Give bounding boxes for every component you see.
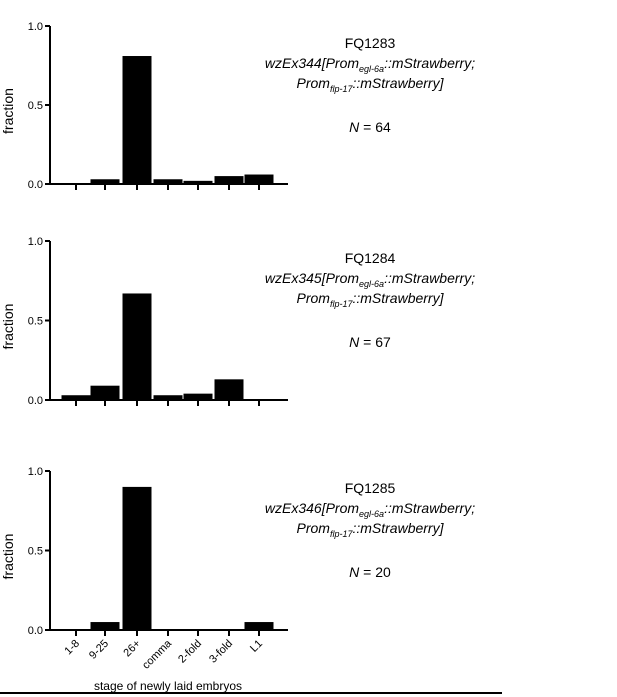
sample-size-label: N [349, 564, 360, 580]
sample-size-label: N [349, 119, 360, 135]
bar-comma [153, 179, 183, 184]
x-tick-label: L1 [248, 638, 265, 655]
chart-panel-2: 0.0 0.5 1.0 fraction FQ1284 wzEx345[Promegl-6… [0, 236, 475, 407]
strain-label: FQ1285 [345, 480, 396, 496]
y-tick-label: 0.0 [28, 179, 43, 191]
promoter-2-reporter: ::mStrawberry] [352, 290, 444, 306]
sample-size: N = 64 [349, 119, 391, 135]
figure-bottom-rule [0, 692, 502, 694]
promoter-1-subscript: egl-6a [359, 509, 384, 519]
x-tick-label: 2-fold [176, 638, 204, 666]
y-axis-label: fraction [0, 88, 16, 134]
promoter-1-reporter: ::mStrawberry; [384, 500, 475, 516]
sample-size-value: = 20 [359, 564, 391, 580]
genotype-line-1: wzEx345[Promegl-6a::mStrawberry; [265, 270, 475, 289]
y-axis-label: fraction [0, 534, 16, 580]
chart-panel-1: 0.0 0.5 1.0 fraction FQ1283 wzEx344[Promegl-6… [0, 21, 475, 191]
genotype-line-1: wzEx344[Promegl-6a::mStrawberry; [265, 55, 475, 74]
y-axis-label: fraction [0, 304, 16, 350]
promoter-1-subscript: egl-6a [359, 279, 384, 289]
promoter-2: Prom [297, 520, 331, 536]
promoter-2-subscript: flp-17 [330, 299, 354, 309]
genotype-prefix: wzEx345[Prom [265, 270, 359, 286]
chart-panel-3: 0.0 0.5 1.0 fraction 1-8 9-25 26+comma 2-fold 3-… [0, 466, 475, 693]
bar-26+ [122, 56, 152, 184]
genotype-line-2: Promflp-17::mStrawberry] [297, 75, 445, 94]
bar-2-fold [183, 180, 213, 184]
sample-size-value: = 64 [359, 119, 391, 135]
y-tick-label: 0.5 [28, 316, 43, 328]
genotype-line-2: Promflp-17::mStrawberry] [297, 520, 445, 539]
x-tick-label: 9-25 [87, 638, 111, 662]
bar-9-25 [90, 385, 120, 400]
strain-label: FQ1284 [345, 250, 396, 266]
x-tick-label: 3-fold [207, 638, 235, 666]
promoter-1-subscript: egl-6a [359, 64, 384, 74]
bar-9-25 [90, 622, 120, 630]
promoter-2: Prom [297, 290, 331, 306]
y-tick-label: 1.0 [28, 466, 43, 478]
x-axis-label: stage of newly laid embryos [94, 679, 242, 693]
y-tick-label: 0.5 [28, 546, 43, 558]
bar-3-fold [214, 379, 244, 400]
x-tick-label: 26+ [121, 638, 143, 660]
bar-1-8 [61, 395, 91, 400]
bar-L1 [244, 622, 274, 630]
sample-size: N = 20 [349, 564, 391, 580]
bar-3-fold [214, 176, 244, 184]
sample-size: N = 67 [349, 334, 391, 350]
promoter-2-subscript: flp-17 [330, 84, 354, 94]
sample-size-label: N [349, 334, 360, 350]
x-tick-label: comma [140, 637, 175, 672]
y-tick-label: 0.0 [28, 395, 43, 407]
strain-label: FQ1283 [345, 35, 396, 51]
bar-26+ [122, 486, 152, 630]
promoter-2-subscript: flp-17 [330, 529, 354, 539]
sample-size-value: = 67 [359, 334, 391, 350]
bar-9-25 [90, 179, 120, 184]
genotype-line-2: Promflp-17::mStrawberry] [297, 290, 445, 309]
genotype-prefix: wzEx344[Prom [265, 55, 359, 71]
bar-2-fold [183, 393, 213, 400]
bar-comma [153, 395, 183, 400]
y-tick-label: 0.5 [28, 100, 43, 112]
promoter-2-reporter: ::mStrawberry] [352, 75, 444, 91]
genotype-line-1: wzEx346[Promegl-6a::mStrawberry; [265, 500, 475, 519]
y-tick-label: 1.0 [28, 236, 43, 248]
promoter-2-reporter: ::mStrawberry] [352, 520, 444, 536]
y-tick-label: 0.0 [28, 625, 43, 637]
promoter-1-reporter: ::mStrawberry; [384, 270, 475, 286]
genotype-prefix: wzEx346[Prom [265, 500, 359, 516]
bar-L1 [244, 174, 274, 184]
y-tick-label: 1.0 [28, 21, 43, 33]
bar-26+ [122, 293, 152, 400]
promoter-2: Prom [297, 75, 331, 91]
promoter-1-reporter: ::mStrawberry; [384, 55, 475, 71]
x-tick-label: 1-8 [62, 638, 82, 658]
